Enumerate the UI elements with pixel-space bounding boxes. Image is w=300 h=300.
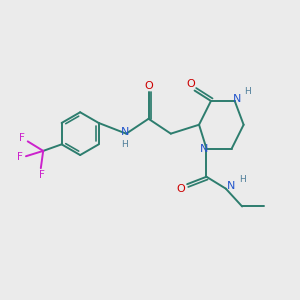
Text: H: H — [244, 87, 250, 96]
Text: F: F — [17, 152, 23, 162]
Text: N: N — [233, 94, 241, 104]
Text: N: N — [121, 127, 129, 137]
Text: N: N — [227, 181, 235, 191]
Text: F: F — [19, 134, 25, 143]
Text: H: H — [239, 175, 245, 184]
Text: N: N — [200, 143, 208, 154]
Text: O: O — [176, 184, 185, 194]
Text: O: O — [145, 80, 154, 91]
Text: H: H — [122, 140, 128, 148]
Text: F: F — [39, 170, 45, 180]
Text: O: O — [186, 79, 195, 89]
